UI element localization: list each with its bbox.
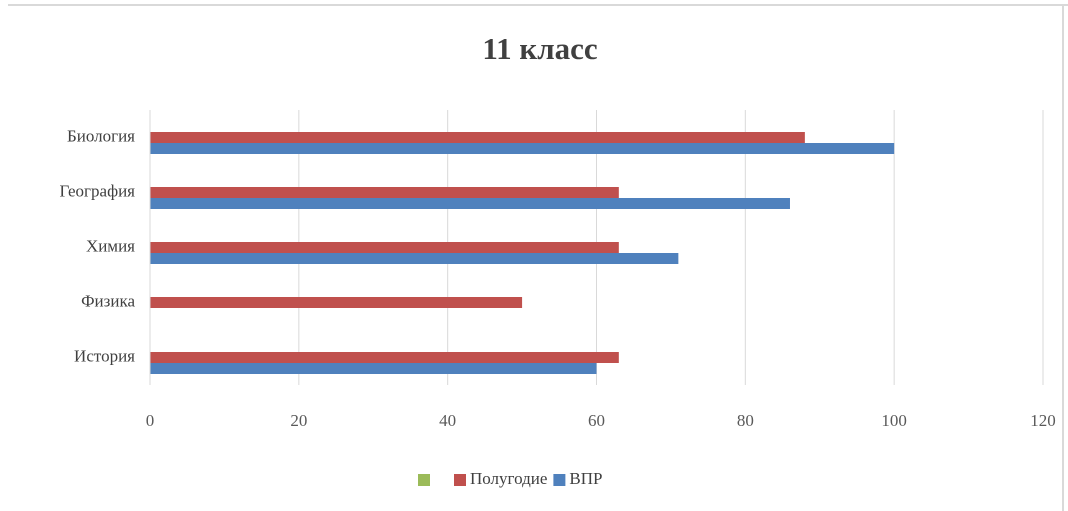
legend-label: ВПР bbox=[569, 469, 602, 488]
legend-swatch bbox=[553, 474, 566, 486]
bar bbox=[150, 363, 597, 374]
x-tick-label: 20 bbox=[290, 411, 307, 430]
x-tick-label: 100 bbox=[881, 411, 907, 430]
bar bbox=[150, 352, 619, 363]
x-tick-label: 80 bbox=[737, 411, 754, 430]
bar bbox=[150, 242, 619, 253]
legend-label: Полугодие bbox=[470, 469, 547, 488]
x-tick-label: 120 bbox=[1030, 411, 1056, 430]
bar bbox=[150, 187, 619, 198]
y-tick-label: История bbox=[74, 346, 135, 365]
legend-swatch bbox=[418, 474, 430, 486]
bar bbox=[150, 143, 895, 154]
bar bbox=[150, 132, 805, 143]
y-tick-label: География bbox=[59, 181, 135, 200]
bar bbox=[150, 253, 679, 264]
x-tick-label: 60 bbox=[588, 411, 605, 430]
y-tick-label: Биология bbox=[67, 126, 135, 145]
y-tick-label: Химия bbox=[86, 236, 135, 255]
legend-swatch bbox=[454, 474, 466, 486]
chart-title: 11 класс bbox=[482, 31, 597, 66]
x-tick-label: 0 bbox=[146, 411, 155, 430]
y-tick-label: Физика bbox=[81, 291, 135, 310]
bar bbox=[150, 297, 523, 308]
bar bbox=[150, 198, 790, 209]
x-tick-label: 40 bbox=[439, 411, 456, 430]
